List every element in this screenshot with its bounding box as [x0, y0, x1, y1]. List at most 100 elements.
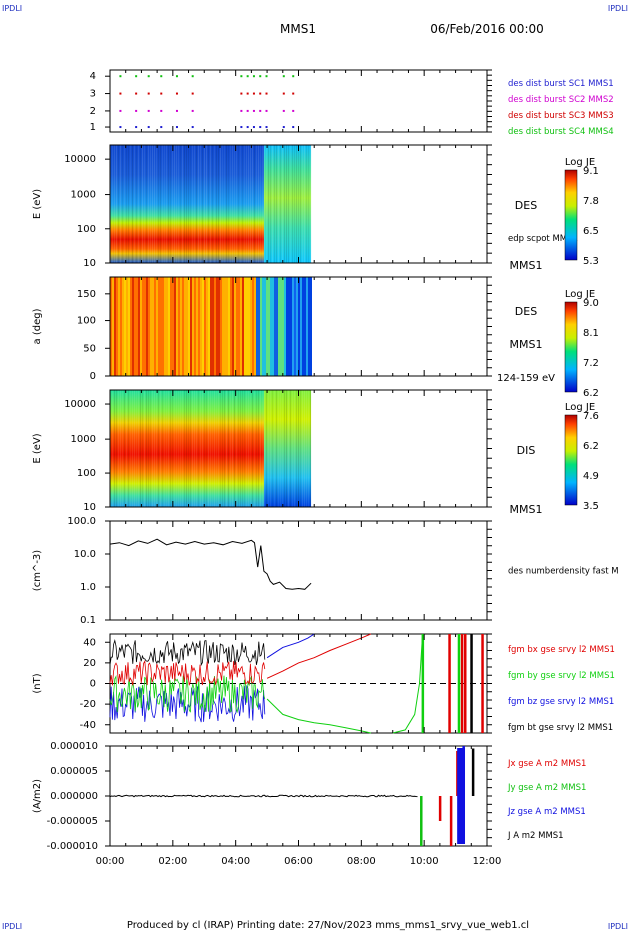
- legend-entry: fgm bz gse srvy l2 MMS1: [508, 697, 614, 707]
- spectrogram-column: [236, 277, 238, 376]
- time-tick-label: 04:00: [221, 856, 250, 867]
- spectrogram-stripe: [182, 390, 183, 507]
- current-spike: [471, 748, 475, 796]
- spectrogram-stripe: [276, 145, 277, 263]
- spectrogram-stripe: [162, 390, 163, 507]
- burst-mark: [135, 75, 138, 78]
- spectrogram-column: [250, 277, 252, 376]
- spectrogram-stripe: [272, 145, 273, 263]
- spectrogram-stripe: [142, 145, 143, 263]
- spectrogram-stripe: [268, 145, 269, 263]
- spectrogram-stripe: [220, 390, 221, 507]
- corner-label-bottom-right: IPDLI: [607, 922, 628, 931]
- spectrogram-column: [138, 277, 140, 376]
- spectrogram-stripe: [304, 145, 305, 263]
- spectrogram-column: [172, 277, 174, 376]
- spectrogram-column: [142, 277, 144, 376]
- spectrogram-stripe: [310, 145, 311, 263]
- spectrogram-stripe: [112, 145, 113, 263]
- spectrogram-stripe: [114, 145, 115, 263]
- spectrogram-stripe: [172, 145, 173, 263]
- y-tick-label: 0.000000: [50, 791, 98, 802]
- colorbar: [564, 414, 578, 506]
- spectrogram-column: [114, 277, 116, 376]
- spectrogram-stripe: [126, 145, 127, 263]
- spectrogram-stripe: [170, 390, 171, 507]
- spectrogram-stripe: [216, 390, 217, 507]
- panel-frame: [109, 520, 488, 621]
- spectrogram-column: [184, 277, 186, 376]
- current-spike: [449, 796, 453, 846]
- field-spike: [464, 634, 467, 733]
- spectrogram-stripe: [242, 390, 243, 507]
- spectrogram-stripe: [282, 145, 283, 263]
- spectrogram-column: [154, 277, 156, 376]
- burst-mark: [252, 75, 255, 78]
- spectrogram-stripe: [140, 145, 141, 263]
- spectrogram-column: [214, 277, 216, 376]
- spectrogram-stripe: [206, 145, 207, 263]
- spectrogram-column: [268, 277, 270, 376]
- y-tick-label: -40: [80, 720, 96, 731]
- spectrogram-stripe: [166, 145, 167, 263]
- spectrogram-stripe: [244, 145, 245, 263]
- spectrogram-stripe: [306, 145, 307, 263]
- panel-density: 100.0 10.0 1.0 0.1 (cm^-3) des numberdensity …: [32, 516, 619, 626]
- spectrogram-stripe: [152, 145, 153, 263]
- spectrogram-column: [188, 277, 190, 376]
- spectrogram-stripe: [238, 390, 239, 507]
- spectrogram-stripe: [246, 145, 247, 263]
- panel-label: DES: [515, 305, 537, 318]
- date-title: 06/Feb/2016 00:00: [430, 22, 544, 36]
- spectrogram-column: [286, 277, 288, 376]
- colorbar-tick-label: 7.6: [583, 411, 599, 422]
- panel-dis_energy: 10000 1000 100 10 E (eV) DIS MMS1 Log JE7.6 6.2 4…: [32, 389, 599, 516]
- spectrogram-stripe: [298, 145, 299, 263]
- legend-entry: J A m2 MMS1: [507, 831, 564, 841]
- y-tick-label: -20: [80, 699, 96, 710]
- y-tick-label: 0: [90, 371, 96, 382]
- spectrogram-stripe: [294, 145, 295, 263]
- spectrogram-stripe: [280, 145, 281, 263]
- spectrogram-column: [260, 277, 262, 376]
- spectrogram-stripe: [134, 145, 135, 263]
- spectrogram-stripe: [160, 390, 161, 507]
- legend-entry: fgm by gse srvy l2 MMS1: [508, 671, 615, 681]
- burst-mark: [160, 109, 163, 112]
- spectrogram-stripe: [152, 390, 153, 507]
- y-tick-label: 10000: [64, 399, 96, 410]
- spectrogram-stripe: [274, 390, 275, 507]
- spectrogram-stripe: [222, 390, 223, 507]
- spectrogram-column: [148, 277, 150, 376]
- spectrogram-stripe: [226, 390, 227, 507]
- burst-mark: [147, 109, 150, 112]
- current-spike: [420, 796, 423, 846]
- spectrogram-column: [210, 277, 212, 376]
- spectrogram-column: [308, 277, 310, 376]
- panel-sublabel: edp scpot MMS1: [508, 234, 578, 244]
- burst-mark: [240, 126, 243, 129]
- burst-mark: [292, 75, 295, 78]
- spectrogram-stripe: [132, 145, 133, 263]
- y-tick-label: 100: [77, 316, 96, 327]
- y-tick-label: 0.1: [80, 615, 96, 626]
- spectrogram-stripe: [262, 390, 263, 507]
- burst-mark: [160, 126, 163, 129]
- spectrogram-column: [258, 277, 260, 376]
- spectrogram-stripe: [274, 145, 275, 263]
- spectrogram-column: [256, 277, 258, 376]
- spectrogram-block: [110, 145, 264, 263]
- burst-mark: [147, 75, 150, 78]
- panel-des_pitch: 150 100 50 0 a (deg) DES MMS1 124-159 eV Log JE9…: [32, 276, 599, 399]
- spectrogram-stripe: [196, 390, 197, 507]
- spectrogram-column: [124, 277, 126, 376]
- spectrogram-column: [194, 277, 196, 376]
- spectrogram-stripe: [190, 145, 191, 263]
- spectrogram-stripe: [284, 390, 285, 507]
- field-spike: [460, 634, 464, 733]
- spectrogram-column: [230, 277, 232, 376]
- spectrogram-column: [218, 277, 220, 376]
- y-tick-label: 150: [77, 289, 96, 300]
- spectrogram-stripe: [144, 390, 145, 507]
- spectrogram-column: [234, 277, 236, 376]
